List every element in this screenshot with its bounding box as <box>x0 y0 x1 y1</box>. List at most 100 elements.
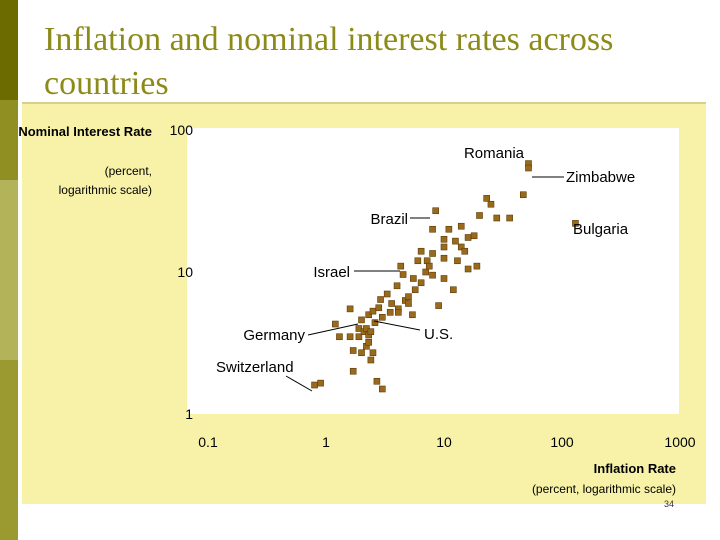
annotation-label: U.S. <box>424 326 453 343</box>
annotation-leader-line <box>373 320 421 331</box>
left-accent-segment-dark <box>0 0 18 100</box>
y-axis-label-line3: logarithmic scale) <box>59 183 152 197</box>
left-accent-segment-mid <box>0 100 18 180</box>
data-point <box>410 275 417 282</box>
data-point <box>388 300 395 307</box>
data-point <box>349 347 357 354</box>
data-point <box>397 262 405 270</box>
data-point <box>450 286 457 294</box>
data-point <box>473 262 481 270</box>
annotations: Romania Zimbabwe Brazil Bulgaria Israel U.S. G… <box>216 145 635 392</box>
x-tick-label: 100 <box>550 434 574 450</box>
data-point <box>383 290 391 298</box>
data-point <box>346 305 354 313</box>
data-point <box>365 338 372 346</box>
data-point <box>425 262 433 270</box>
left-accent-segment-bottom <box>0 360 18 540</box>
data-point <box>393 282 401 290</box>
data-point <box>355 333 363 341</box>
annotation-label: Switzerland <box>216 359 294 376</box>
data-point <box>440 254 448 262</box>
data-point <box>464 234 472 241</box>
data-point <box>520 191 527 199</box>
y-tick-label: 100 <box>170 122 194 138</box>
x-axis-label-sub: (percent, logarithmic scale) <box>532 482 676 496</box>
data-point <box>377 296 384 303</box>
data-point <box>417 279 425 287</box>
data-point <box>454 257 461 265</box>
data-point <box>435 302 442 309</box>
data-point <box>409 311 416 319</box>
data-point <box>476 212 483 219</box>
data-point <box>349 367 357 375</box>
annotation-label: Romania <box>464 145 525 162</box>
data-point <box>373 377 381 385</box>
data-point <box>506 214 513 222</box>
annotation-label: Israel <box>313 264 350 281</box>
data-point <box>405 300 412 307</box>
data-point <box>432 207 439 215</box>
data-point <box>367 328 375 335</box>
data-point <box>440 235 448 243</box>
left-accent-bar <box>0 0 18 540</box>
data-point <box>414 257 422 265</box>
data-point <box>405 293 412 300</box>
slide-title: Inflation and nominal interest rates acr… <box>44 21 614 102</box>
x-tick-label: 1000 <box>664 434 695 450</box>
data-point <box>440 243 448 251</box>
y-tick-label: 1 <box>185 406 193 422</box>
data-points <box>311 160 579 393</box>
annotation-label: Germany <box>243 327 305 344</box>
data-point <box>317 379 324 387</box>
data-point <box>493 214 501 222</box>
data-point <box>358 316 365 324</box>
data-point <box>379 385 386 393</box>
data-point <box>311 381 318 389</box>
data-point <box>429 250 436 257</box>
plot-area <box>187 128 679 414</box>
data-point <box>358 349 365 357</box>
data-point <box>371 319 379 326</box>
data-point <box>369 349 377 357</box>
data-point <box>336 333 343 341</box>
data-point <box>429 225 436 233</box>
x-tick-label: 0.1 <box>198 434 218 450</box>
data-point <box>379 313 386 321</box>
data-point <box>457 222 465 230</box>
annotation-leader-line <box>285 375 313 392</box>
y-axis-label-line2: (percent, <box>105 164 152 178</box>
data-point <box>483 195 490 202</box>
data-point <box>346 333 354 341</box>
data-point <box>429 271 436 279</box>
data-point <box>365 311 372 319</box>
data-point <box>487 200 495 208</box>
x-tick-label: 1 <box>322 434 330 450</box>
data-point <box>369 307 377 315</box>
data-point <box>452 237 459 245</box>
left-accent-segment-light <box>0 180 18 360</box>
y-axis-label: Nominal Interest Rate <box>18 124 152 139</box>
data-point <box>375 304 383 312</box>
data-point <box>422 268 430 276</box>
data-point <box>525 164 532 172</box>
data-point <box>417 247 425 255</box>
data-point <box>367 356 375 364</box>
data-point <box>572 220 579 227</box>
data-point <box>445 225 453 233</box>
data-point <box>395 309 402 316</box>
annotation-leader-line <box>307 323 359 336</box>
data-point <box>470 232 478 240</box>
data-point <box>332 320 339 328</box>
tick-labels: 0.1 1 10 100 1000 1 10 100 <box>170 122 696 450</box>
annotation-label: Zimbabwe <box>566 169 635 186</box>
x-tick-label: 10 <box>436 434 452 450</box>
data-point <box>386 309 394 316</box>
y-tick-label: 10 <box>177 264 193 280</box>
axis-labels: Nominal Interest Rate (percent, logarith… <box>18 124 676 496</box>
data-point <box>411 286 419 294</box>
annotation-label: Bulgaria <box>573 221 629 238</box>
annotation-label: Brazil <box>370 211 408 228</box>
data-point <box>440 275 448 282</box>
x-axis-label: Inflation Rate <box>594 461 676 476</box>
